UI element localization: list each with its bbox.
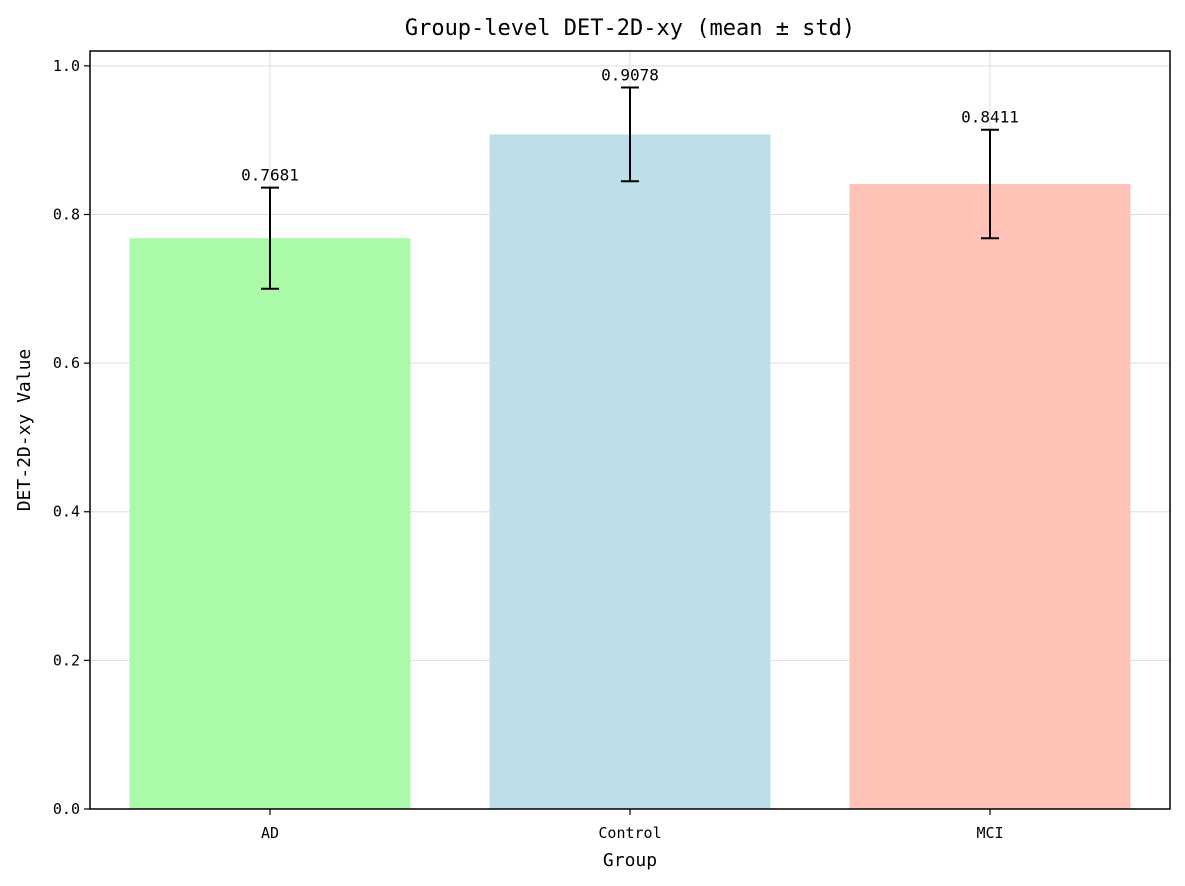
value-label: 0.9078 xyxy=(601,66,659,85)
y-tick-label: 0.6 xyxy=(53,354,80,372)
y-tick-label: 0.2 xyxy=(53,651,80,669)
bars xyxy=(129,134,1131,809)
x-tick-label: AD xyxy=(261,824,279,842)
bar-ad xyxy=(129,238,411,809)
y-tick-label: 0.0 xyxy=(53,800,80,818)
x-axis-label: Group xyxy=(603,850,657,871)
bar-mci xyxy=(849,183,1131,809)
value-label: 0.8411 xyxy=(961,108,1019,127)
value-labels: 0.7681 0.9078 0.8411 xyxy=(241,66,1019,185)
y-tick-label: 0.4 xyxy=(53,503,80,521)
x-tick-label: Control xyxy=(598,824,661,842)
y-tick-label: 1.0 xyxy=(53,57,80,75)
y-tick-label: 0.8 xyxy=(53,205,80,223)
error-bars xyxy=(261,86,999,290)
bar-control xyxy=(489,134,771,809)
y-axis-label: DET-2D-xy Value xyxy=(14,349,35,512)
axis-ticks: 0.0 0.2 0.4 0.6 0.8 1.0 AD Control MCI xyxy=(53,57,1004,842)
value-label: 0.7681 xyxy=(241,166,299,185)
chart-title: Group-level DET-2D-xy (mean ± std) xyxy=(405,16,855,41)
x-tick-label: MCI xyxy=(976,824,1003,842)
